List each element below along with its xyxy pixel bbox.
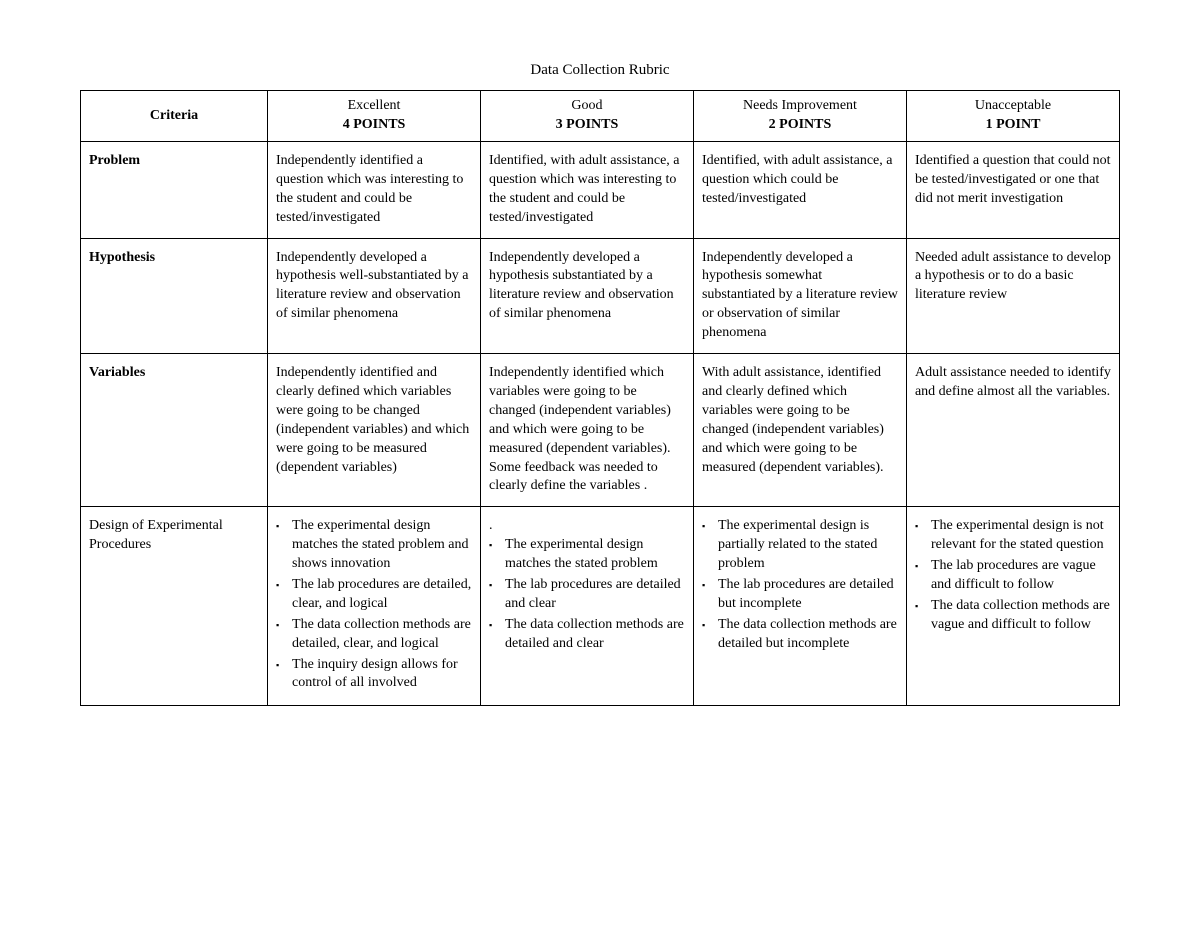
points-label: 2 POINTS: [702, 116, 898, 135]
rubric-cell: Identified a question that could not be …: [906, 142, 1119, 239]
list-item: The data collection methods are detailed…: [702, 616, 898, 654]
rubric-cell: Independently identified a question whic…: [268, 142, 481, 239]
criteria-cell: Variables: [81, 354, 268, 507]
level-label: Excellent: [276, 97, 472, 116]
list-item: The lab procedures are detailed and clea…: [489, 576, 685, 614]
rubric-cell: The experimental design is not relevant …: [906, 507, 1119, 706]
rubric-cell: The experimental design is partially rel…: [693, 507, 906, 706]
rubric-cell: Adult assistance needed to identify and …: [906, 354, 1119, 507]
bullet-list: The experimental design is not relevant …: [915, 517, 1111, 634]
rubric-table: Criteria Excellent 4 POINTS Good 3 POINT…: [80, 90, 1120, 706]
criteria-cell: Design of Experimental Procedures: [81, 507, 268, 706]
list-item: The lab procedures are vague and difficu…: [915, 557, 1111, 595]
rubric-cell: Identified, with adult assistance, a que…: [693, 142, 906, 239]
points-label: 4 POINTS: [276, 116, 472, 135]
list-item: The lab procedures are detailed, clear, …: [276, 576, 472, 614]
table-row: ProblemIndependently identified a questi…: [81, 142, 1120, 239]
points-label: 3 POINTS: [489, 116, 685, 135]
level-header-needs-improvement: Needs Improvement 2 POINTS: [693, 91, 906, 142]
list-item: The lab procedures are detailed but inco…: [702, 576, 898, 614]
level-header-excellent: Excellent 4 POINTS: [268, 91, 481, 142]
rubric-cell: The experimental design matches the stat…: [268, 507, 481, 706]
list-item: The experimental design matches the stat…: [276, 517, 472, 574]
rubric-cell: Needed adult assistance to develop a hyp…: [906, 238, 1119, 353]
bullet-list: The experimental design is partially rel…: [702, 517, 898, 653]
prelude-text: .: [489, 517, 685, 536]
table-body: ProblemIndependently identified a questi…: [81, 142, 1120, 706]
list-item: The experimental design is not relevant …: [915, 517, 1111, 555]
table-header: Criteria Excellent 4 POINTS Good 3 POINT…: [81, 91, 1120, 142]
table-row: Design of Experimental ProceduresThe exp…: [81, 507, 1120, 706]
list-item: The inquiry design allows for control of…: [276, 656, 472, 694]
list-item: The data collection methods are detailed…: [489, 616, 685, 654]
level-label: Good: [489, 97, 685, 116]
list-item: The experimental design matches the stat…: [489, 536, 685, 574]
rubric-cell: Independently developed a hypothesis som…: [693, 238, 906, 353]
points-label: 1 POINT: [915, 116, 1111, 135]
rubric-cell: Independently identified and clearly def…: [268, 354, 481, 507]
table-row: VariablesIndependently identified and cl…: [81, 354, 1120, 507]
rubric-title: Data Collection Rubric: [80, 60, 1120, 80]
rubric-cell: .The experimental design matches the sta…: [481, 507, 694, 706]
level-header-good: Good 3 POINTS: [481, 91, 694, 142]
bullet-list: The experimental design matches the stat…: [276, 517, 472, 693]
criteria-cell: Hypothesis: [81, 238, 268, 353]
level-label: Needs Improvement: [702, 97, 898, 116]
table-row: HypothesisIndependently developed a hypo…: [81, 238, 1120, 353]
list-item: The experimental design is partially rel…: [702, 517, 898, 574]
level-label: Unacceptable: [915, 97, 1111, 116]
list-item: The data collection methods are detailed…: [276, 616, 472, 654]
bullet-list: The experimental design matches the stat…: [489, 536, 685, 653]
criteria-cell: Problem: [81, 142, 268, 239]
list-item: The data collection methods are vague an…: [915, 597, 1111, 635]
rubric-cell: Identified, with adult assistance, a que…: [481, 142, 694, 239]
level-header-unacceptable: Unacceptable 1 POINT: [906, 91, 1119, 142]
criteria-header: Criteria: [81, 91, 268, 142]
rubric-cell: Independently developed a hypothesis wel…: [268, 238, 481, 353]
rubric-cell: Independently developed a hypothesis sub…: [481, 238, 694, 353]
rubric-cell: Independently identified which variables…: [481, 354, 694, 507]
rubric-cell: With adult assistance, identified and cl…: [693, 354, 906, 507]
